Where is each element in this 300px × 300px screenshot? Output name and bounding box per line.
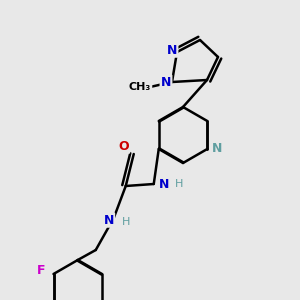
Text: H: H bbox=[175, 179, 183, 189]
Text: N: N bbox=[161, 76, 171, 88]
Text: F: F bbox=[37, 263, 46, 277]
Text: N: N bbox=[167, 44, 177, 56]
Text: N: N bbox=[103, 214, 114, 226]
Text: CH₃: CH₃ bbox=[129, 82, 151, 92]
Text: N: N bbox=[159, 178, 169, 190]
Text: O: O bbox=[118, 140, 129, 152]
Text: H: H bbox=[122, 217, 130, 227]
Text: N: N bbox=[212, 142, 222, 155]
